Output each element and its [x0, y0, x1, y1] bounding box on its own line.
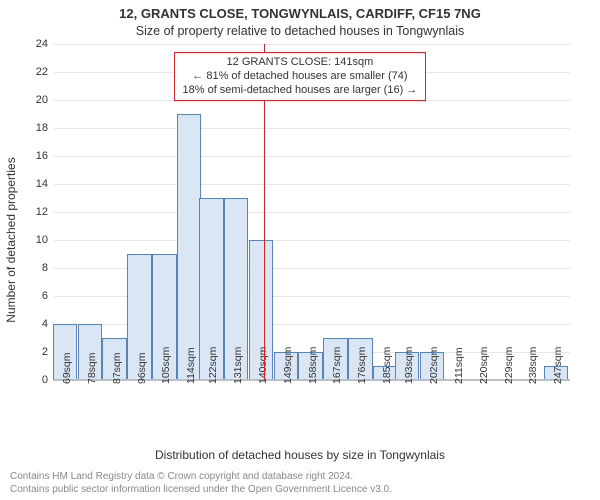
chart-title-address: 12, GRANTS CLOSE, TONGWYNLAIS, CARDIFF, …	[0, 6, 600, 21]
x-tick-label: 185sqm	[377, 347, 393, 384]
x-tick-label: 229sqm	[499, 347, 515, 384]
chart-subtitle: Size of property relative to detached ho…	[0, 24, 600, 38]
y-tick-label: 14	[36, 178, 48, 190]
footer-line-2: Contains public sector information licen…	[10, 483, 590, 496]
x-tick-label: 193sqm	[399, 347, 415, 384]
reference-annotation-box: 12 GRANTS CLOSE: 141sqm← 81% of detached…	[174, 52, 427, 101]
x-tick-label: 149sqm	[278, 347, 294, 384]
y-axis-label: Number of detached properties	[4, 75, 18, 240]
y-tick-label: 0	[42, 374, 48, 386]
x-tick-label: 87sqm	[107, 352, 123, 384]
y-tick-label: 4	[42, 318, 48, 330]
x-tick-label: 78sqm	[82, 352, 98, 384]
x-tick-label: 114sqm	[181, 347, 197, 384]
y-tick-label: 24	[36, 38, 48, 50]
gridline	[54, 240, 570, 241]
x-tick-label: 220sqm	[474, 347, 490, 384]
x-tick-label: 167sqm	[327, 347, 343, 384]
x-tick-label: 122sqm	[203, 347, 219, 384]
y-tick-label: 10	[36, 234, 48, 246]
y-tick-label: 22	[36, 66, 48, 78]
x-tick-label: 176sqm	[352, 347, 368, 384]
y-tick-label: 20	[36, 94, 48, 106]
x-tick-label: 69sqm	[57, 352, 73, 384]
x-tick-label: 158sqm	[303, 347, 319, 384]
y-tick-label: 6	[42, 290, 48, 302]
x-tick-label: 105sqm	[156, 347, 172, 384]
y-tick-label: 18	[36, 122, 48, 134]
attribution-footer: Contains HM Land Registry data © Crown c…	[10, 470, 590, 496]
y-tick-label: 8	[42, 262, 48, 274]
x-tick-label: 131sqm	[228, 347, 244, 384]
x-tick-label: 96sqm	[132, 352, 148, 384]
x-tick-label: 247sqm	[548, 347, 564, 384]
gridline	[54, 184, 570, 185]
footer-line-1: Contains HM Land Registry data © Crown c…	[10, 470, 590, 483]
x-tick-label: 211sqm	[449, 347, 465, 384]
y-tick-label: 2	[42, 346, 48, 358]
gridline	[54, 128, 570, 129]
annotation-line: ← 81% of detached houses are smaller (74…	[183, 70, 418, 84]
x-axis-label: Distribution of detached houses by size …	[0, 448, 600, 462]
x-tick-label: 238sqm	[523, 347, 539, 384]
y-tick-label: 12	[36, 206, 48, 218]
gridline	[54, 212, 570, 213]
x-tick-label: 140sqm	[253, 347, 269, 384]
gridline	[54, 44, 570, 45]
x-tick-label: 202sqm	[424, 347, 440, 384]
y-tick-label: 16	[36, 150, 48, 162]
annotation-line: 12 GRANTS CLOSE: 141sqm	[183, 56, 418, 70]
histogram-bar	[177, 114, 202, 380]
gridline	[54, 156, 570, 157]
annotation-line: 18% of semi-detached houses are larger (…	[183, 84, 418, 98]
